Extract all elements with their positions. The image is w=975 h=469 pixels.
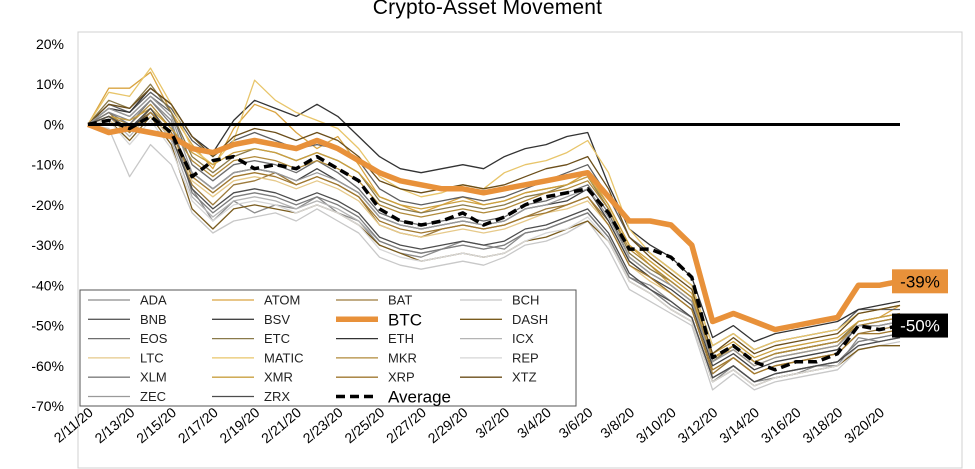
legend-label-atom: ATOM xyxy=(264,293,300,308)
end-label-btc: -39% xyxy=(900,272,940,291)
legend-label-bsv: BSV xyxy=(264,312,290,327)
legend-label-matic: MATIC xyxy=(264,350,303,365)
x-tick-label: 2/15/20 xyxy=(133,404,179,446)
legend-box xyxy=(79,289,577,407)
legend-label-ada: ADA xyxy=(140,293,167,308)
x-tick-label: 3/12/20 xyxy=(674,404,720,446)
series-line-eth xyxy=(87,87,901,343)
end-label-box-btc xyxy=(892,269,948,294)
legend-label-ltc: LTC xyxy=(140,350,164,365)
legend: ADA ATOM BAT BCH BNB BSV BTC DASH EOS ETC ETH ICX LT… xyxy=(79,289,577,407)
x-tick-label: 3/16/20 xyxy=(758,404,804,446)
series-line-zec xyxy=(87,95,901,367)
series-line-bch xyxy=(87,123,901,391)
x-tick-label: 2/29/20 xyxy=(425,404,471,446)
x-axis: 2/11/202/13/202/15/202/17/202/19/202/21/… xyxy=(51,404,888,446)
x-tick-label: 2/25/20 xyxy=(341,404,387,446)
legend-label-btc: BTC xyxy=(388,310,422,329)
y-axis: 20% 10% 0% -10% -20% -30% -40% -50% -60% -70% xyxy=(31,36,64,414)
x-tick-label: 2/21/20 xyxy=(258,404,304,446)
y-tick-label: 10% xyxy=(36,76,64,92)
x-tick-label: 2/23/20 xyxy=(300,404,346,446)
x-tick-label: 2/27/20 xyxy=(383,404,429,446)
x-tick-label: 2/19/20 xyxy=(216,404,262,446)
series-line-btc xyxy=(87,121,901,333)
x-tick-label: 3/14/20 xyxy=(716,404,762,446)
series-line-xmr xyxy=(87,107,901,359)
x-tick-label: 3/20/20 xyxy=(841,404,887,446)
end-labels: -39% -50% xyxy=(892,269,948,338)
y-tick-label: -20% xyxy=(31,197,64,213)
series-layer xyxy=(87,67,901,391)
legend-label-mkr: MKR xyxy=(388,350,417,365)
y-tick-label: -40% xyxy=(31,277,64,293)
x-tick-label: 3/8/20 xyxy=(597,404,637,441)
x-tick-label: 3/2/20 xyxy=(472,404,512,441)
x-tick-label: 3/6/20 xyxy=(556,404,596,441)
y-tick-label: 20% xyxy=(36,36,64,52)
legend-label-rep: REP xyxy=(512,350,539,365)
y-tick-label: -10% xyxy=(31,157,64,173)
series-line-xrp xyxy=(87,111,901,375)
x-tick-label: 2/17/20 xyxy=(175,404,221,446)
legend-label-average: Average xyxy=(388,388,451,407)
y-tick-label: -30% xyxy=(31,237,64,253)
legend-label-dash: DASH xyxy=(512,312,548,327)
legend-label-xrp: XRP xyxy=(388,370,415,385)
legend-label-bat: BAT xyxy=(388,293,412,308)
x-tick-label: 2/13/20 xyxy=(91,404,137,446)
x-tick-label: 3/18/20 xyxy=(799,404,845,446)
y-tick-label: -60% xyxy=(31,358,64,374)
legend-label-zec: ZEC xyxy=(140,389,166,404)
legend-label-xlm: XLM xyxy=(140,370,167,385)
legend-label-bch: BCH xyxy=(512,293,539,308)
end-label-average: -50% xyxy=(900,317,940,336)
y-tick-label: -50% xyxy=(31,318,64,334)
legend-label-bnb: BNB xyxy=(140,312,167,327)
series-line-mkr xyxy=(87,103,901,363)
x-tick-label: 3/4/20 xyxy=(514,404,554,441)
legend-label-etc: ETC xyxy=(264,331,290,346)
legend-label-eth: ETH xyxy=(388,331,414,346)
plot-frame xyxy=(77,31,963,469)
legend-label-xtz: XTZ xyxy=(512,370,537,385)
x-tick-label: 3/10/20 xyxy=(633,404,679,446)
y-tick-label: -70% xyxy=(31,398,64,414)
legend-label-eos: EOS xyxy=(140,331,168,346)
chart-title: Crypto-Asset Movement xyxy=(372,0,603,19)
legend-label-icx: ICX xyxy=(512,331,534,346)
series-line-matic xyxy=(87,67,901,351)
series-line-zrx xyxy=(87,107,901,383)
end-label-box-average xyxy=(892,313,948,338)
legend-label-zrx: ZRX xyxy=(264,389,290,404)
y-tick-label: 0% xyxy=(44,116,64,132)
legend-label-xmr: XMR xyxy=(264,370,293,385)
series-line-rep xyxy=(87,119,901,387)
